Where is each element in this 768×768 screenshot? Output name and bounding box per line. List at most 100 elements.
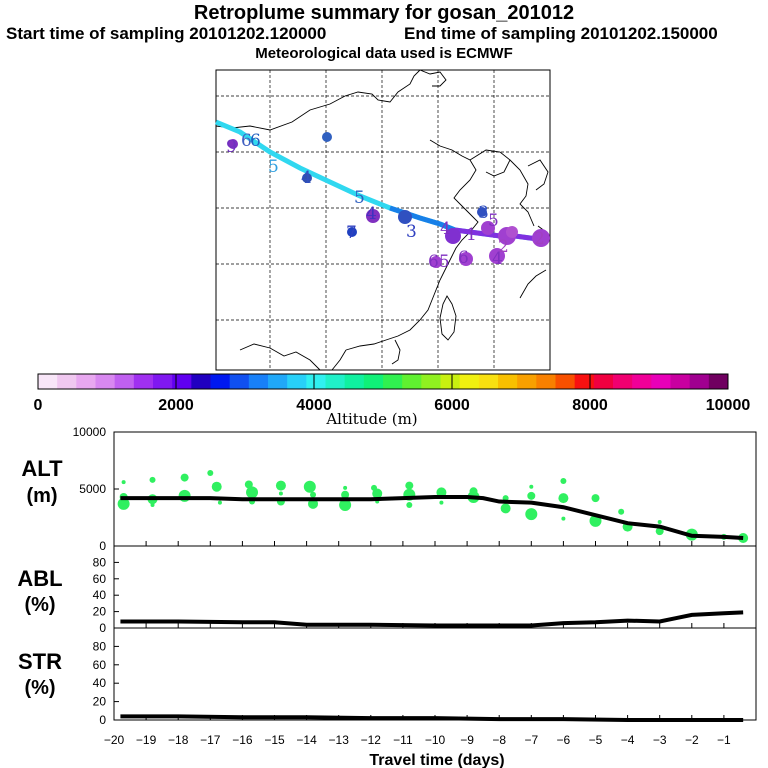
alt-scatter-point xyxy=(339,498,352,511)
alt-scatter-point xyxy=(246,486,259,499)
map-marker xyxy=(477,207,487,217)
x-tick-label: −15 xyxy=(264,733,285,747)
map-day-label: 7 xyxy=(346,223,357,243)
map-day-label: 65 xyxy=(428,252,450,272)
x-tick-label: −9 xyxy=(460,733,474,747)
pct-tick-label: 0 xyxy=(99,621,106,635)
alt-scatter-point xyxy=(121,480,126,485)
map-day-label: 4 xyxy=(301,168,312,188)
alt-scatter-point xyxy=(343,485,348,490)
alt-scatter-point xyxy=(500,503,511,514)
colorbar-swatch xyxy=(363,374,384,389)
x-tick-label: −19 xyxy=(136,733,157,747)
alt-scatter-point xyxy=(529,484,534,489)
colorbar-swatch xyxy=(248,374,269,389)
str-y-ticks: 80 60 40 20 0 xyxy=(93,639,119,727)
x-tick-label: −12 xyxy=(361,733,382,747)
map-marker xyxy=(347,227,357,237)
pct-tick-label: 40 xyxy=(93,676,107,690)
alt-tick-label: 5000 xyxy=(79,482,106,496)
map-marker xyxy=(532,229,550,247)
colorbar-label: Altitude (m) xyxy=(325,410,417,428)
x-tick-label: −5 xyxy=(589,733,603,747)
colorbar-swatch xyxy=(689,374,710,389)
colorbar-swatch xyxy=(114,374,135,389)
map-day-label: 3 xyxy=(478,203,489,223)
map-marker xyxy=(302,173,312,183)
alt-scatter-point xyxy=(275,480,286,491)
x-tick-label: −11 xyxy=(393,733,413,747)
alt-scatter-point xyxy=(207,470,214,477)
alt-scatter-point xyxy=(244,480,253,489)
map-marker xyxy=(322,132,332,142)
alt-scatter-point xyxy=(657,520,662,525)
abl-frame xyxy=(113,545,757,629)
pct-tick-label: 40 xyxy=(93,588,107,602)
x-tick-label: −7 xyxy=(524,733,538,747)
x-tick-label: −1 xyxy=(717,733,731,747)
str-unit: (%) xyxy=(24,677,55,699)
pct-tick-label: 80 xyxy=(93,555,107,569)
colorbar-swatch xyxy=(459,374,480,389)
alt-scatter-point xyxy=(405,481,414,490)
colorbar-swatch xyxy=(191,374,211,389)
str-panel: STR (%) 80 60 40 20 0 xyxy=(18,627,757,727)
map-marker xyxy=(506,226,518,238)
met-data-label: Meteorological data used is ECMWF xyxy=(255,45,513,62)
alt-scatter-point xyxy=(310,491,317,498)
map-marker xyxy=(366,209,380,223)
map-day-label: 4 xyxy=(492,249,503,269)
alt-median-line xyxy=(120,494,744,541)
colorbar-swatch xyxy=(440,374,461,389)
x-tick-label: −4 xyxy=(621,733,635,747)
colorbar-swatch xyxy=(153,374,173,389)
map-day-label: 9 xyxy=(226,137,237,157)
map-markers xyxy=(228,132,550,268)
alt-scatter-point xyxy=(308,498,319,509)
colorbar-swatch xyxy=(287,374,307,389)
alt-scatter-point xyxy=(560,478,567,485)
alt-scatter-point xyxy=(439,500,444,505)
map-day-label: 2 xyxy=(498,237,509,257)
colorbar-swatch xyxy=(306,374,326,389)
alt-scatter-point xyxy=(303,480,316,493)
map-day-label: 3 xyxy=(406,222,417,242)
colorbar-tick-label: 2000 xyxy=(158,397,194,414)
x-tick-label: −10 xyxy=(425,733,446,747)
colorbar-tick-label: 0 xyxy=(34,397,43,414)
map-day-label: 5 xyxy=(268,157,279,177)
alt-scatter-point xyxy=(217,500,222,505)
colorbar-swatch xyxy=(536,374,556,389)
end-time-label: End time of sampling 20101202.150000 xyxy=(404,24,718,43)
x-tick-label: −14 xyxy=(296,733,317,747)
start-time-label: Start time of sampling 20101202.120000 xyxy=(6,24,327,43)
x-tick-label: −2 xyxy=(685,733,699,747)
alt-scatter-point xyxy=(561,516,566,521)
colorbar-swatch xyxy=(172,374,192,389)
map-day-label: 5 xyxy=(488,211,499,231)
alt-scatter-point xyxy=(502,495,509,502)
x-axis-title: Travel time (days) xyxy=(369,752,504,768)
alt-scatter-point xyxy=(180,473,189,482)
abl-panel: ABL (%) 80 60 40 20 0 xyxy=(17,545,757,635)
map-day-label: 6 xyxy=(250,131,261,151)
alt-scatter-point xyxy=(618,508,625,515)
alt-scatter-point xyxy=(525,508,538,521)
colorbar-swatch xyxy=(555,374,576,389)
x-tick-label: −17 xyxy=(200,733,221,747)
colorbar-tick-label: 6000 xyxy=(434,397,470,414)
alt-scatter-point xyxy=(436,487,447,498)
alt-scatter-point xyxy=(372,488,383,499)
colorbar-swatch xyxy=(57,374,77,389)
map-day-label: 6 xyxy=(458,248,469,268)
alt-scatter xyxy=(117,470,749,544)
abl-unit: (%) xyxy=(24,594,55,616)
alt-scatter-point xyxy=(558,493,569,504)
x-axis-ticks: −20 −19 −18 −17 −16 −15 −14 −13 −12 −11 −10 −9 −8 −7 −… xyxy=(104,541,731,747)
alt-tick-label: 10000 xyxy=(73,425,107,439)
x-tick-label: −13 xyxy=(329,733,350,747)
colorbar-swatch xyxy=(38,374,58,389)
x-tick-label: −6 xyxy=(557,733,571,747)
